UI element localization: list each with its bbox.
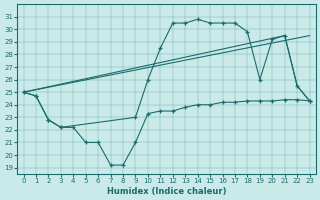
X-axis label: Humidex (Indice chaleur): Humidex (Indice chaleur) — [107, 187, 226, 196]
